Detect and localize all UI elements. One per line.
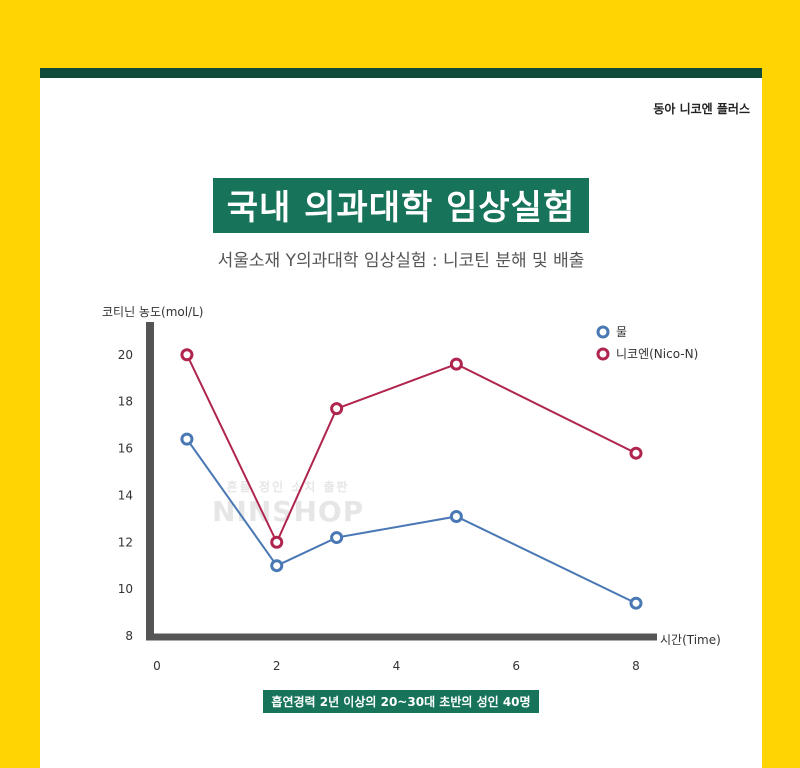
axes (146, 322, 657, 641)
series-group (180, 348, 643, 610)
footnote-badge: 흡연경력 2년 이상의 20~30대 초반의 성인 40명 (263, 690, 539, 713)
data-point (449, 357, 463, 371)
series-line (186, 354, 637, 545)
y-tick-label: 18 (118, 395, 133, 409)
x-tick-label: 8 (632, 659, 640, 673)
x-tick-label: 4 (393, 659, 401, 673)
data-point (330, 531, 344, 545)
data-point (270, 559, 284, 573)
x-tick-label: 6 (512, 659, 520, 673)
ticks: 8 10 12 14 16 18 20 0 2 4 6 8 (118, 348, 640, 673)
legend-label: 물 (616, 325, 627, 339)
y-tick-label: 20 (118, 348, 133, 362)
legend-label: 니코엔(Nico-N) (616, 347, 698, 361)
y-axis-label: 코티닌 농도(mol/L) (102, 305, 203, 319)
content-card: 동아 니코엔 플러스 국내 의과대학 임상실험 서울소재 Y의과대학 임상실험 … (40, 68, 762, 768)
data-point (330, 402, 344, 416)
data-point (449, 509, 463, 523)
data-point (629, 596, 643, 610)
legend-marker (596, 325, 610, 339)
y-tick-label: 10 (118, 582, 133, 596)
data-point (180, 432, 194, 446)
page-title: 국내 의과대학 임상실험 (212, 178, 590, 233)
y-tick-label: 16 (118, 442, 133, 456)
series-line (186, 438, 637, 605)
y-tick-label: 14 (118, 488, 133, 502)
data-point (629, 446, 643, 460)
y-tick-label: 12 (118, 535, 133, 549)
page-subtitle: 서울소재 Y의과대학 임상실험 : 니코틴 분해 및 배출 (217, 251, 585, 271)
x-tick-label: 0 (153, 659, 161, 673)
y-tick-label: 8 (125, 629, 133, 643)
legend-marker (596, 347, 610, 361)
watermark-line1: 흔들 정인 소치 출판 (226, 480, 350, 494)
data-point (180, 348, 194, 362)
x-tick-label: 2 (273, 659, 281, 673)
data-point (270, 535, 284, 549)
brand-label: 동아 니코엔 플러스 (653, 102, 750, 116)
x-axis-label: 시간(Time) (660, 633, 721, 647)
